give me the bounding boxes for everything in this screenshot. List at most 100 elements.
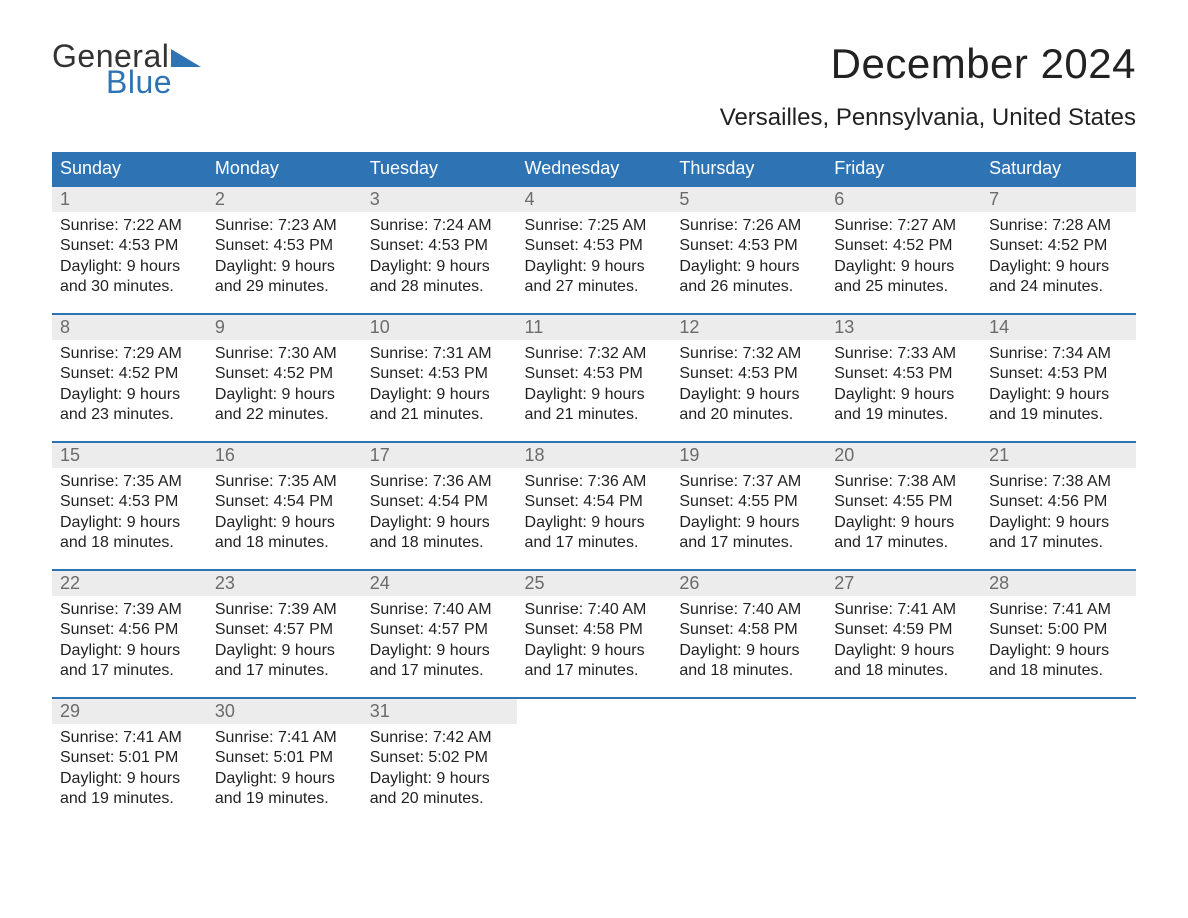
daylight-line-2: and 17 minutes. xyxy=(60,661,199,681)
sunset-line: Sunset: 4:53 PM xyxy=(370,236,509,256)
day-details: Sunrise: 7:22 AMSunset: 4:53 PMDaylight:… xyxy=(52,212,207,302)
calendar-body: 1Sunrise: 7:22 AMSunset: 4:53 PMDaylight… xyxy=(52,186,1136,826)
day-header: Thursday xyxy=(671,152,826,186)
day-cell: 18Sunrise: 7:36 AMSunset: 4:54 PMDayligh… xyxy=(517,442,672,570)
day-header: Sunday xyxy=(52,152,207,186)
day-details: Sunrise: 7:36 AMSunset: 4:54 PMDaylight:… xyxy=(362,468,517,558)
day-cell: 6Sunrise: 7:27 AMSunset: 4:52 PMDaylight… xyxy=(826,186,981,314)
sunset-line: Sunset: 4:56 PM xyxy=(60,620,199,640)
day-details: Sunrise: 7:38 AMSunset: 4:56 PMDaylight:… xyxy=(981,468,1136,558)
day-number: 8 xyxy=(52,315,207,340)
daylight-line-2: and 19 minutes. xyxy=(834,405,973,425)
sunrise-line: Sunrise: 7:37 AM xyxy=(679,472,818,492)
day-header: Saturday xyxy=(981,152,1136,186)
sunset-line: Sunset: 4:57 PM xyxy=(215,620,354,640)
week-row: 29Sunrise: 7:41 AMSunset: 5:01 PMDayligh… xyxy=(52,698,1136,826)
day-cell: 28Sunrise: 7:41 AMSunset: 5:00 PMDayligh… xyxy=(981,570,1136,698)
daylight-line-2: and 30 minutes. xyxy=(60,277,199,297)
day-cell: 5Sunrise: 7:26 AMSunset: 4:53 PMDaylight… xyxy=(671,186,826,314)
daylight-line-1: Daylight: 9 hours xyxy=(60,257,199,277)
day-number: 15 xyxy=(52,443,207,468)
sunset-line: Sunset: 4:56 PM xyxy=(989,492,1128,512)
day-cell: 26Sunrise: 7:40 AMSunset: 4:58 PMDayligh… xyxy=(671,570,826,698)
day-details: Sunrise: 7:40 AMSunset: 4:58 PMDaylight:… xyxy=(671,596,826,686)
daylight-line-1: Daylight: 9 hours xyxy=(60,513,199,533)
daylight-line-1: Daylight: 9 hours xyxy=(679,641,818,661)
day-number: 14 xyxy=(981,315,1136,340)
sunrise-line: Sunrise: 7:41 AM xyxy=(834,600,973,620)
daylight-line-2: and 24 minutes. xyxy=(989,277,1128,297)
day-number: 10 xyxy=(362,315,517,340)
day-number: 29 xyxy=(52,699,207,724)
daylight-line-2: and 23 minutes. xyxy=(60,405,199,425)
day-cell: 23Sunrise: 7:39 AMSunset: 4:57 PMDayligh… xyxy=(207,570,362,698)
day-number: 23 xyxy=(207,571,362,596)
daylight-line-1: Daylight: 9 hours xyxy=(525,513,664,533)
day-cell: 31Sunrise: 7:42 AMSunset: 5:02 PMDayligh… xyxy=(362,698,517,826)
day-details: Sunrise: 7:39 AMSunset: 4:57 PMDaylight:… xyxy=(207,596,362,686)
week-row: 15Sunrise: 7:35 AMSunset: 4:53 PMDayligh… xyxy=(52,442,1136,570)
daylight-line-1: Daylight: 9 hours xyxy=(834,513,973,533)
daylight-line-1: Daylight: 9 hours xyxy=(215,641,354,661)
day-header: Tuesday xyxy=(362,152,517,186)
day-details: Sunrise: 7:40 AMSunset: 4:58 PMDaylight:… xyxy=(517,596,672,686)
empty-cell xyxy=(671,698,826,826)
daylight-line-1: Daylight: 9 hours xyxy=(60,641,199,661)
day-cell: 22Sunrise: 7:39 AMSunset: 4:56 PMDayligh… xyxy=(52,570,207,698)
daylight-line-2: and 18 minutes. xyxy=(679,661,818,681)
header-row: General Blue December 2024 Versailles, P… xyxy=(52,40,1136,146)
day-details: Sunrise: 7:24 AMSunset: 4:53 PMDaylight:… xyxy=(362,212,517,302)
sunrise-line: Sunrise: 7:22 AM xyxy=(60,216,199,236)
day-cell: 4Sunrise: 7:25 AMSunset: 4:53 PMDaylight… xyxy=(517,186,672,314)
day-details: Sunrise: 7:35 AMSunset: 4:53 PMDaylight:… xyxy=(52,468,207,558)
daylight-line-1: Daylight: 9 hours xyxy=(370,513,509,533)
day-details: Sunrise: 7:38 AMSunset: 4:55 PMDaylight:… xyxy=(826,468,981,558)
day-header: Friday xyxy=(826,152,981,186)
day-number: 18 xyxy=(517,443,672,468)
day-cell: 3Sunrise: 7:24 AMSunset: 4:53 PMDaylight… xyxy=(362,186,517,314)
daylight-line-1: Daylight: 9 hours xyxy=(215,513,354,533)
daylight-line-2: and 20 minutes. xyxy=(370,789,509,809)
sunset-line: Sunset: 4:53 PM xyxy=(370,364,509,384)
daylight-line-2: and 18 minutes. xyxy=(834,661,973,681)
sunrise-line: Sunrise: 7:41 AM xyxy=(989,600,1128,620)
sunrise-line: Sunrise: 7:36 AM xyxy=(370,472,509,492)
day-details: Sunrise: 7:32 AMSunset: 4:53 PMDaylight:… xyxy=(517,340,672,430)
day-details: Sunrise: 7:40 AMSunset: 4:57 PMDaylight:… xyxy=(362,596,517,686)
daylight-line-1: Daylight: 9 hours xyxy=(989,513,1128,533)
week-row: 22Sunrise: 7:39 AMSunset: 4:56 PMDayligh… xyxy=(52,570,1136,698)
daylight-line-1: Daylight: 9 hours xyxy=(60,769,199,789)
sunset-line: Sunset: 4:54 PM xyxy=(525,492,664,512)
daylight-line-2: and 20 minutes. xyxy=(679,405,818,425)
sunset-line: Sunset: 4:53 PM xyxy=(834,364,973,384)
sunset-line: Sunset: 4:52 PM xyxy=(60,364,199,384)
day-details: Sunrise: 7:33 AMSunset: 4:53 PMDaylight:… xyxy=(826,340,981,430)
daylight-line-1: Daylight: 9 hours xyxy=(215,257,354,277)
day-details: Sunrise: 7:36 AMSunset: 4:54 PMDaylight:… xyxy=(517,468,672,558)
daylight-line-1: Daylight: 9 hours xyxy=(989,641,1128,661)
sunrise-line: Sunrise: 7:27 AM xyxy=(834,216,973,236)
sunrise-line: Sunrise: 7:32 AM xyxy=(525,344,664,364)
sunset-line: Sunset: 4:53 PM xyxy=(525,364,664,384)
day-details: Sunrise: 7:39 AMSunset: 4:56 PMDaylight:… xyxy=(52,596,207,686)
sunset-line: Sunset: 4:55 PM xyxy=(679,492,818,512)
day-cell: 17Sunrise: 7:36 AMSunset: 4:54 PMDayligh… xyxy=(362,442,517,570)
day-cell: 30Sunrise: 7:41 AMSunset: 5:01 PMDayligh… xyxy=(207,698,362,826)
day-cell: 2Sunrise: 7:23 AMSunset: 4:53 PMDaylight… xyxy=(207,186,362,314)
daylight-line-2: and 26 minutes. xyxy=(679,277,818,297)
day-cell: 16Sunrise: 7:35 AMSunset: 4:54 PMDayligh… xyxy=(207,442,362,570)
day-cell: 27Sunrise: 7:41 AMSunset: 4:59 PMDayligh… xyxy=(826,570,981,698)
day-number: 28 xyxy=(981,571,1136,596)
day-details: Sunrise: 7:29 AMSunset: 4:52 PMDaylight:… xyxy=(52,340,207,430)
title-block: December 2024 Versailles, Pennsylvania, … xyxy=(720,40,1136,146)
sunrise-line: Sunrise: 7:35 AM xyxy=(215,472,354,492)
day-number: 25 xyxy=(517,571,672,596)
day-details: Sunrise: 7:41 AMSunset: 5:00 PMDaylight:… xyxy=(981,596,1136,686)
empty-cell xyxy=(826,698,981,826)
sunset-line: Sunset: 4:53 PM xyxy=(679,236,818,256)
daylight-line-1: Daylight: 9 hours xyxy=(370,257,509,277)
sunrise-line: Sunrise: 7:26 AM xyxy=(679,216,818,236)
sunset-line: Sunset: 4:53 PM xyxy=(525,236,664,256)
daylight-line-2: and 18 minutes. xyxy=(989,661,1128,681)
daylight-line-1: Daylight: 9 hours xyxy=(834,257,973,277)
